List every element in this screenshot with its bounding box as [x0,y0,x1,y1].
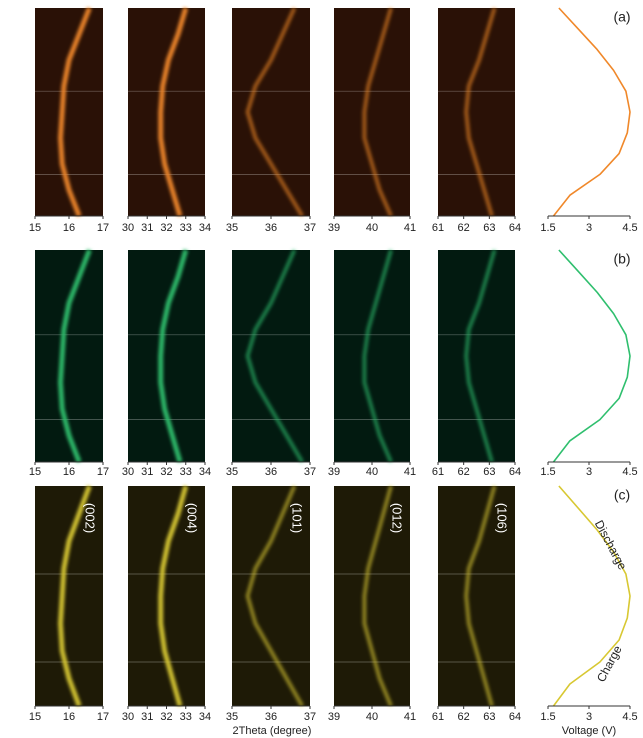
figure: 1516173031323334353637394041616263641.53… [0,0,643,738]
panel-label: (b) [613,251,630,267]
x-tick-label: 35 [226,466,238,478]
reflection-label: (004) [185,503,200,533]
x-tick-label: 62 [458,711,470,723]
x-tick-label: 1.5 [540,711,555,723]
x-tick-label: 37 [304,466,316,478]
x-tick-label: 40 [366,466,378,478]
x-tick-label: 16 [63,466,75,478]
x-tick-label: 4.5 [622,711,637,723]
x-tick-label: 64 [509,466,521,478]
x-tick-label: 62 [458,222,470,234]
reflection-label: (101) [290,503,305,533]
x-axis-title: Voltage (V) [562,725,616,737]
heatmap-panel [438,8,515,216]
x-tick-label: 31 [141,711,153,723]
voltage-curve [554,250,631,462]
x-tick-label: 61 [432,222,444,234]
x-tick-label: 63 [483,711,495,723]
x-tick-label: 15 [29,466,41,478]
panel-label: (c) [614,487,630,503]
x-tick-label: 33 [180,222,192,234]
reflection-label: (002) [83,503,98,533]
x-tick-label: 30 [122,466,134,478]
x-tick-label: 3 [586,466,592,478]
x-tick-label: 33 [180,711,192,723]
x-axis-title: 2Theta (degree) [233,725,312,737]
x-tick-label: 31 [141,466,153,478]
x-tick-label: 34 [199,466,211,478]
x-tick-label: 37 [304,711,316,723]
x-tick-label: 41 [404,711,416,723]
x-tick-label: 35 [226,222,238,234]
x-tick-label: 40 [366,711,378,723]
x-tick-label: 63 [483,466,495,478]
voltage-curve [554,8,631,216]
x-tick-label: 4.5 [622,466,637,478]
x-tick-label: 64 [509,711,521,723]
x-tick-label: 39 [328,711,340,723]
x-tick-label: 40 [366,222,378,234]
x-tick-label: 41 [404,466,416,478]
x-tick-label: 34 [199,222,211,234]
x-tick-label: 17 [97,222,109,234]
x-tick-label: 30 [122,711,134,723]
x-tick-label: 4.5 [622,222,637,234]
x-tick-label: 15 [29,711,41,723]
x-tick-label: 17 [97,466,109,478]
x-tick-label: 32 [160,466,172,478]
x-tick-label: 1.5 [540,222,555,234]
x-tick-label: 3 [586,711,592,723]
x-tick-label: 39 [328,466,340,478]
x-tick-label: 36 [265,711,277,723]
reflection-label: (106) [495,503,510,533]
reflection-label: (012) [390,503,405,533]
x-tick-label: 33 [180,466,192,478]
heatmap-panel [232,250,310,462]
heatmap-panel [128,250,205,462]
x-tick-label: 37 [304,222,316,234]
x-tick-label: 62 [458,466,470,478]
heatmap-panel [232,8,310,216]
x-tick-label: 31 [141,222,153,234]
x-tick-label: 41 [404,222,416,234]
voltage-curve [554,486,631,706]
x-tick-label: 64 [509,222,521,234]
heatmap-panel [334,8,410,216]
x-tick-label: 30 [122,222,134,234]
x-tick-label: 61 [432,466,444,478]
x-tick-label: 17 [97,711,109,723]
x-tick-label: 32 [160,711,172,723]
x-tick-label: 16 [63,711,75,723]
x-tick-label: 34 [199,711,211,723]
x-tick-label: 61 [432,711,444,723]
x-tick-label: 36 [265,466,277,478]
x-tick-label: 39 [328,222,340,234]
x-tick-label: 63 [483,222,495,234]
x-tick-label: 16 [63,222,75,234]
x-tick-label: 35 [226,711,238,723]
x-tick-label: 36 [265,222,277,234]
x-tick-label: 3 [586,222,592,234]
x-tick-label: 15 [29,222,41,234]
heatmap-panel [128,8,205,216]
x-tick-label: 32 [160,222,172,234]
heatmap-panel [438,250,515,462]
panel-label: (a) [613,9,630,25]
annotation: Discharge [592,518,630,573]
x-tick-label: 1.5 [540,466,555,478]
heatmap-panel [334,250,410,462]
